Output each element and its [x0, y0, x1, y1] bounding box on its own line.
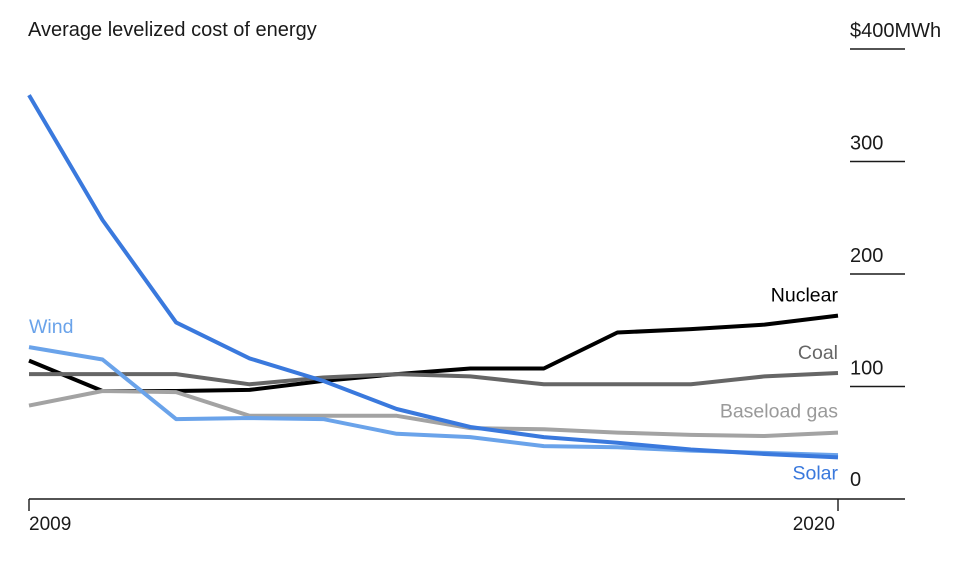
series-labels: Nuclear Coal Baseload gas Wind Solar — [29, 285, 838, 485]
series-label-wind: Wind — [29, 316, 73, 338]
x-axis: 2009 2020 — [28, 498, 905, 535]
x-tick-label: 2020 — [793, 514, 835, 535]
chart-title: Average levelized cost of energy — [28, 19, 317, 41]
series-label-baseload-gas: Baseload gas — [720, 401, 838, 423]
y-tick-label: 300 — [850, 133, 883, 155]
series-line-wind — [28, 345, 839, 458]
series-label-coal: Coal — [798, 342, 838, 364]
series-line-baseload-gas — [28, 389, 839, 438]
y-axis: 0 100 200 300 $400MWh — [850, 20, 941, 491]
y-tick-label: 100 — [850, 358, 883, 380]
y-tick-label: 200 — [850, 245, 883, 267]
series-label-solar: Solar — [792, 462, 838, 484]
series-lines — [27, 94, 839, 460]
y-tick-label: 0 — [850, 469, 861, 491]
series-line-coal — [29, 371, 839, 387]
series-label-nuclear: Nuclear — [771, 285, 839, 307]
y-tick-label: $400MWh — [850, 20, 941, 42]
series-line-solar — [27, 94, 839, 460]
x-tick-label: 2009 — [29, 514, 71, 535]
